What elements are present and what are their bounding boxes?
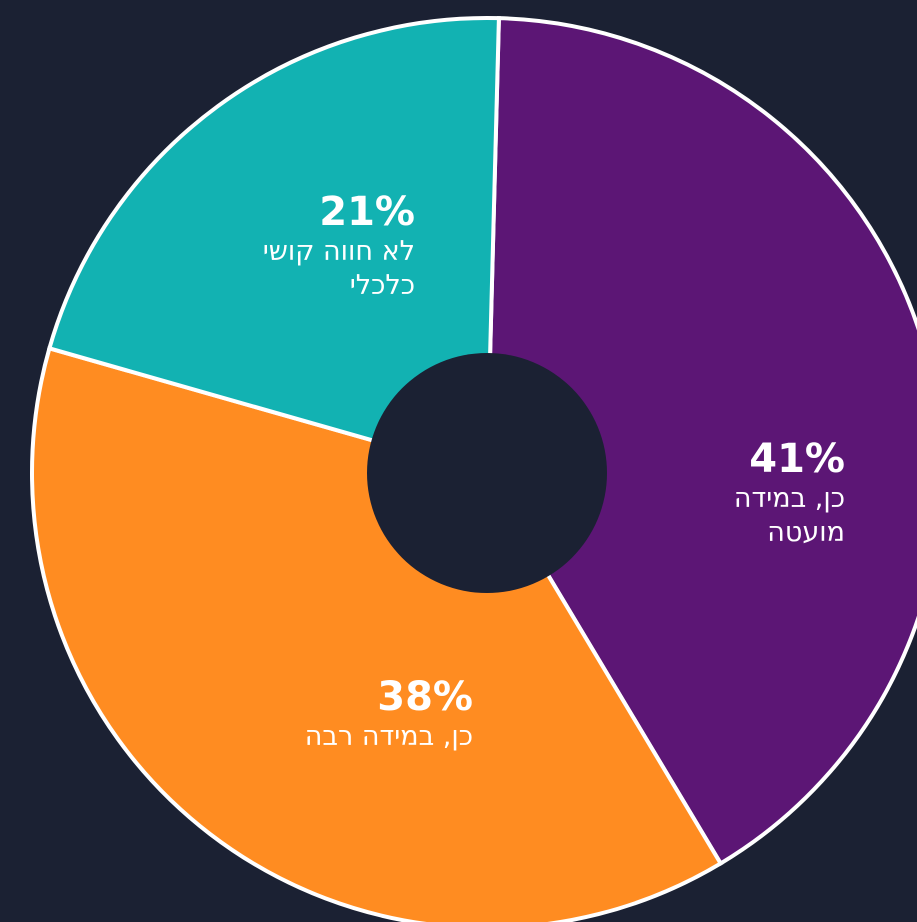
donut-hole xyxy=(367,353,607,593)
slice-label: 41% כן, במידה מועטה xyxy=(695,436,845,550)
category-label: כן, במידה רבה xyxy=(304,721,473,752)
slice xyxy=(46,16,501,476)
value-label: 38% xyxy=(377,674,473,720)
value-label: 41% xyxy=(749,436,845,482)
category-label: לא חווה קושי כלכלי xyxy=(262,236,415,301)
value-label: 21% xyxy=(319,189,415,235)
slice-label: 21% לא חווה קושי כלכלי xyxy=(245,189,415,303)
category-label: כן, במידה מועטה xyxy=(733,483,845,548)
slice-label: 38% כן, במידה רבה xyxy=(213,674,473,754)
slice xyxy=(30,345,724,922)
